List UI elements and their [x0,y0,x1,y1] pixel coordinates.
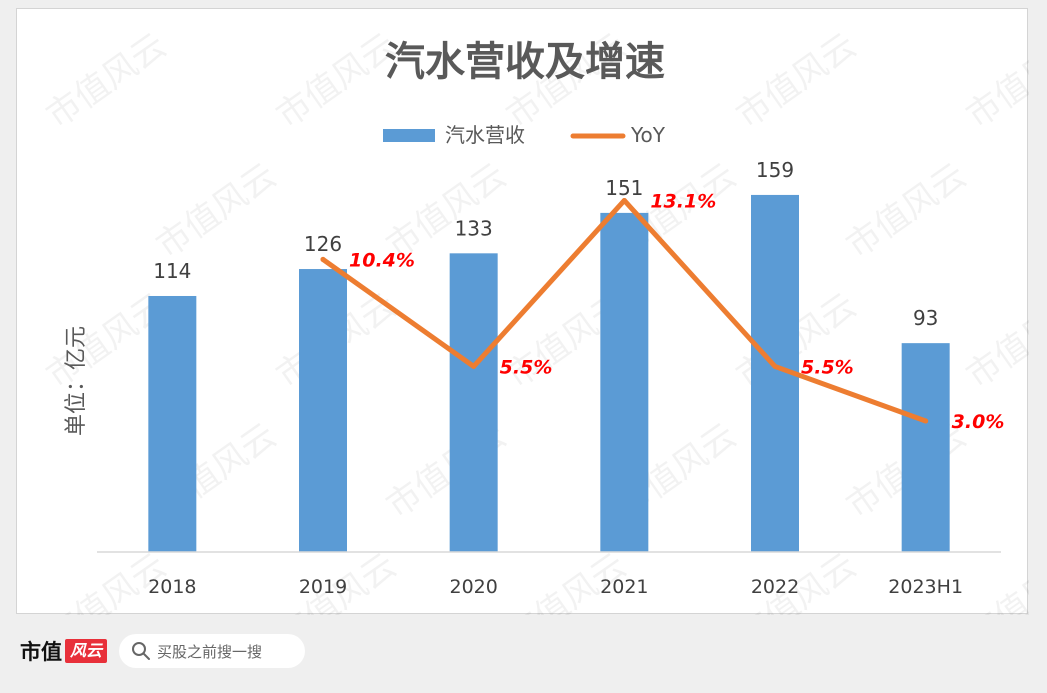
bar-2019 [299,269,347,552]
watermark-text: 市值风云 [959,26,1029,137]
footer: 市值 风云 买股之前搜一搜 [20,634,306,668]
search-icon [131,641,151,661]
bar-2023H1 [901,343,950,552]
x-tick-label: 2023H1 [888,576,963,598]
yoy-value-label: 13.1% [650,190,716,212]
x-tick-label: 2021 [600,576,648,598]
search-placeholder: 买股之前搜一搜 [157,642,263,661]
yoy-point [320,256,326,262]
legend-label-revenue: 汽水营收 [445,123,525,147]
bar-value-label: 93 [913,306,938,330]
watermark-text: 市值风云 [959,286,1029,397]
bars-layer [148,194,950,552]
watermark-text: 市值风云 [839,156,973,267]
x-tick-label: 2019 [299,576,347,598]
yoy-value-label: 10.4% [349,249,415,271]
yoy-value-label: 5.5% [801,356,854,378]
yoy-point [772,363,778,369]
labels-layer: 114 2018 126 2019 133 2020 151 2021 159 2022 93 202… [148,158,1004,598]
brand-logo: 风云 [65,639,108,663]
watermark-text: 市值风云 [729,26,863,137]
legend-label-yoy: YoY [630,123,666,147]
search-box[interactable]: 买股之前搜一搜 [119,634,306,668]
line-layer [320,197,929,424]
bar-2020 [449,253,498,552]
yoy-value-label: 3.0% [952,411,1005,433]
legend: 汽水营收 YoY [383,123,666,147]
yoy-value-label: 5.5% [500,356,553,378]
bar-value-label: 159 [756,158,794,182]
chart-card: 市值风云 市值风云 市值风云 市值风云 市值风云 市值风云 市值风云 市值风云 市值风云 市值风云… [16,8,1029,615]
x-tick-label: 2022 [751,576,799,598]
bar-2021 [600,212,649,552]
y-axis-label: 单位：亿元 [64,326,89,436]
watermark-text: 市值风云 [149,156,283,267]
x-tick-label: 2020 [449,576,497,598]
watermark-text: 市值风云 [959,546,1029,615]
x-tick-label: 2018 [148,576,196,598]
bar-value-label: 114 [153,259,191,283]
bar-value-label: 126 [304,232,342,256]
bar-value-label: 133 [455,216,493,240]
watermark-text: 市值风云 [39,26,173,137]
watermark-text: 市值风云 [269,26,403,137]
brand-name: 市值 [20,640,62,664]
bar-2018 [148,295,197,552]
yoy-point [471,363,477,369]
chart-title: 汽水营收及增速 [385,39,665,85]
yoy-point [923,418,929,424]
bar-value-label: 151 [605,176,643,200]
yoy-point [621,197,627,203]
legend-swatch-revenue [383,129,435,142]
